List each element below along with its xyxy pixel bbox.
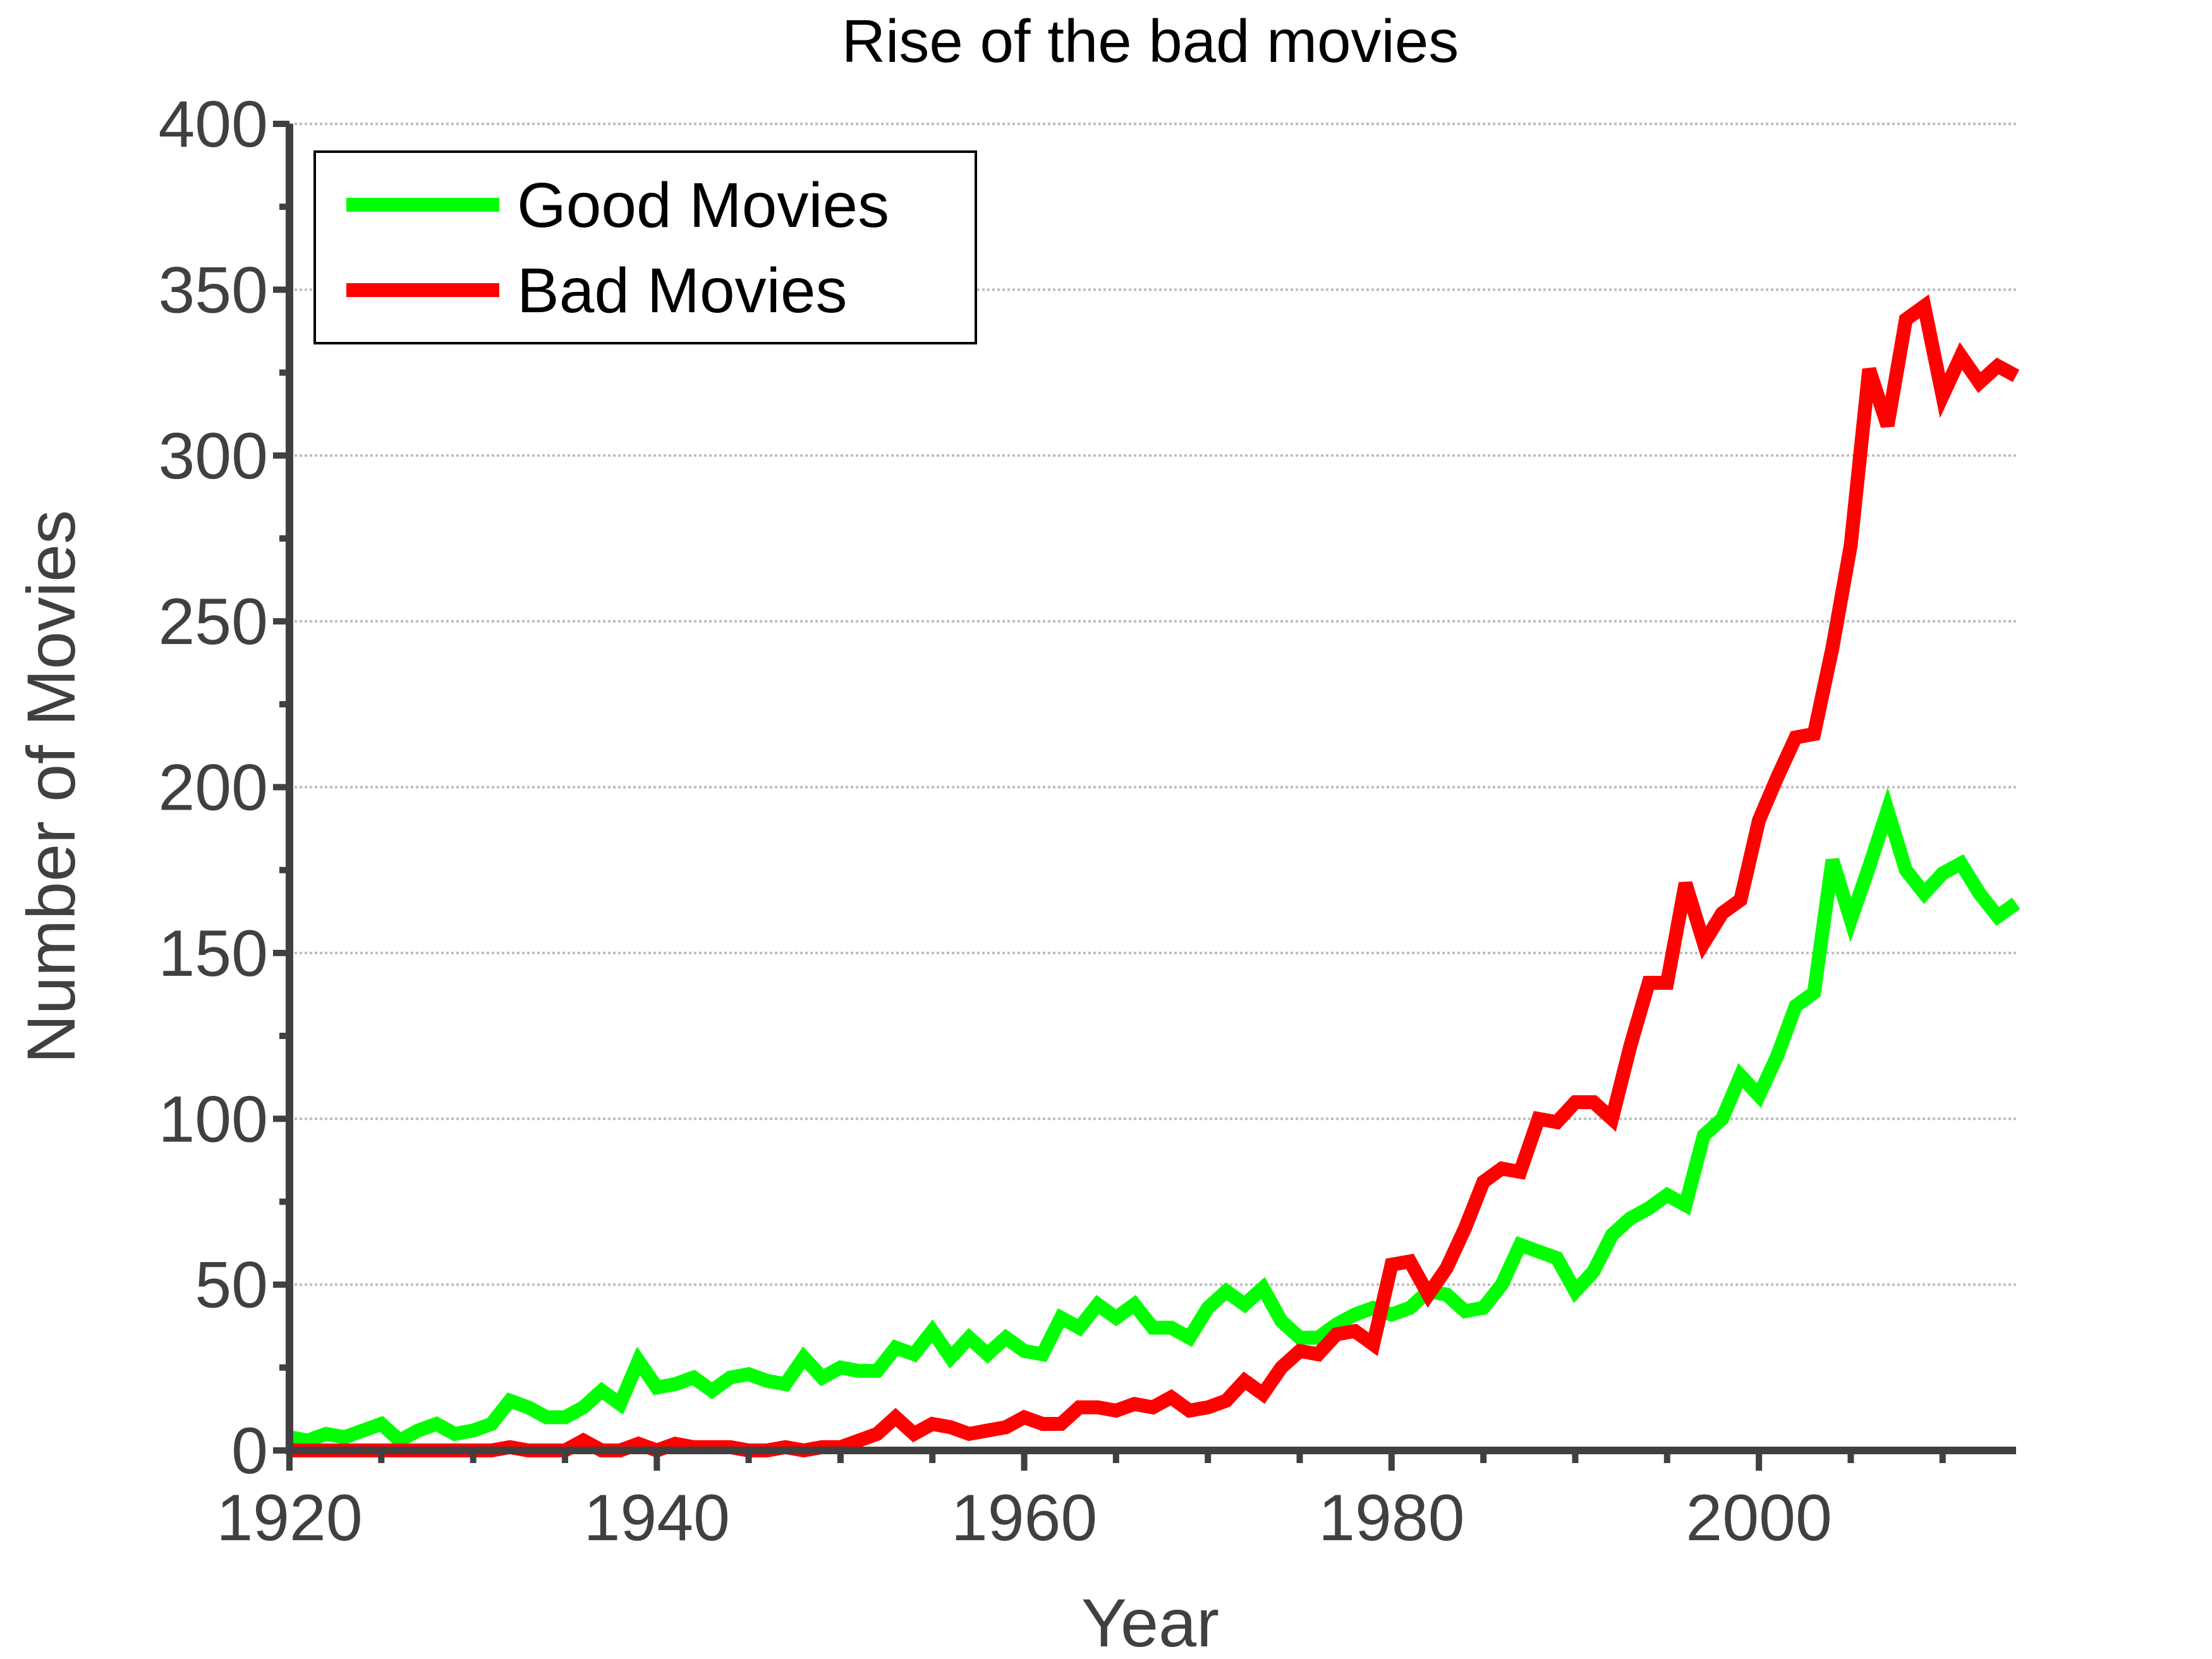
y-tick-label-100: 100 xyxy=(158,1083,268,1156)
y-tick-label-0: 0 xyxy=(231,1414,268,1488)
legend-label-bad-movies: Bad Movies xyxy=(517,255,847,326)
series-line-bad-movies xyxy=(289,294,2020,1458)
y-tick-label-300: 300 xyxy=(158,420,268,493)
axis-ticks: 0 50 100 150 200 250 300 350 400 1920 1940 1960 1980… xyxy=(158,88,1946,1555)
series-line-good-movies xyxy=(288,787,2021,1449)
legend-label-good-movies: Good Movies xyxy=(517,170,889,241)
legend-box xyxy=(313,150,977,344)
y-tick-label-400: 400 xyxy=(158,88,268,161)
y-tick-label-150: 150 xyxy=(158,917,268,990)
y-axis-label: Number of Movies xyxy=(13,510,89,1064)
x-tick-label-1960: 1960 xyxy=(951,1481,1097,1555)
x-tick-label-2000: 2000 xyxy=(1686,1481,1832,1555)
x-tick-label-1980: 1980 xyxy=(1318,1481,1464,1555)
plot-area xyxy=(288,294,2021,1458)
chart-title: Rise of the bad movies xyxy=(842,8,1459,75)
y-tick-label-200: 200 xyxy=(158,751,268,825)
y-tick-label-50: 50 xyxy=(195,1249,268,1322)
legend: Good Movies Bad Movies xyxy=(313,150,977,344)
y-tick-label-350: 350 xyxy=(158,253,268,327)
x-tick-label-1940: 1940 xyxy=(584,1481,730,1555)
x-tick-label-1920: 1920 xyxy=(216,1481,362,1555)
y-tick-label-250: 250 xyxy=(158,585,268,659)
x-axis-label: Year xyxy=(1081,1584,1219,1659)
